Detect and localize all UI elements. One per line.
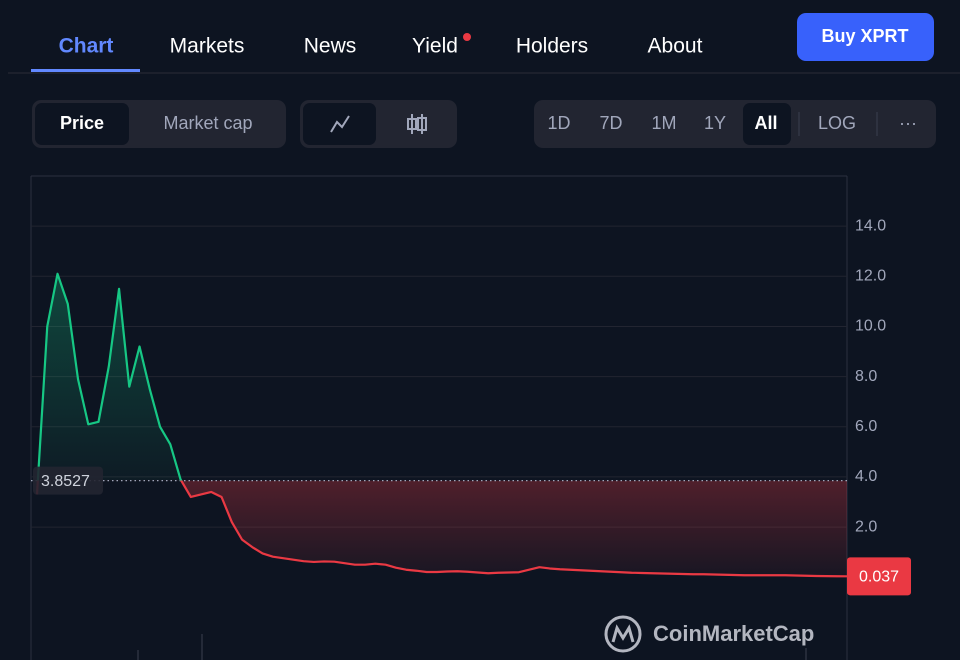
buy-button[interactable] [797,13,934,61]
watermark: CoinMarketCap [653,621,814,646]
market-cap-toggle[interactable]: Market cap [163,113,252,133]
more-button[interactable]: ··· [899,113,917,133]
tab[interactable]: Markets [170,35,245,58]
y-tick-label: 14.0 [855,217,886,234]
current-price-box [847,557,911,596]
active-tab-underline [31,69,140,72]
reference-label: 3.8527 [41,473,90,490]
log-button[interactable]: LOG [818,113,856,133]
range-button[interactable]: All [754,113,777,133]
price-area [37,273,847,577]
y-tick-label: 10.0 [855,318,886,335]
range-button[interactable]: 7D [599,113,622,133]
line-chart-icon[interactable] [330,115,350,133]
range-button[interactable]: 1D [547,113,570,133]
tab[interactable]: Yield [412,35,458,58]
tab[interactable]: About [648,35,703,58]
y-tick-label: 12.0 [855,268,886,285]
tab[interactable]: Holders [516,35,588,58]
tab[interactable]: Chart [59,35,114,58]
price-line [35,272,848,578]
range-button[interactable]: 1Y [704,113,726,133]
current-price-label: 0.037 [859,569,899,586]
candle-chart-icon[interactable] [407,114,427,134]
range-toggle [534,100,936,148]
y-tick-label: 6.0 [855,418,877,435]
range-active [743,103,791,145]
y-tick-label: 8.0 [855,368,877,385]
buy-button-label[interactable]: Buy XPRT [821,26,908,46]
price-toggle[interactable]: Price [60,113,104,133]
reference-label-box [33,466,103,495]
y-tick-label: 2.0 [855,518,877,535]
yield-dot [463,33,471,41]
view-toggle-active [35,103,129,145]
watermark-logo [604,615,642,653]
range-button[interactable]: 1M [651,113,676,133]
y-tick-label: 4.0 [855,468,877,485]
tab[interactable]: News [304,35,357,58]
